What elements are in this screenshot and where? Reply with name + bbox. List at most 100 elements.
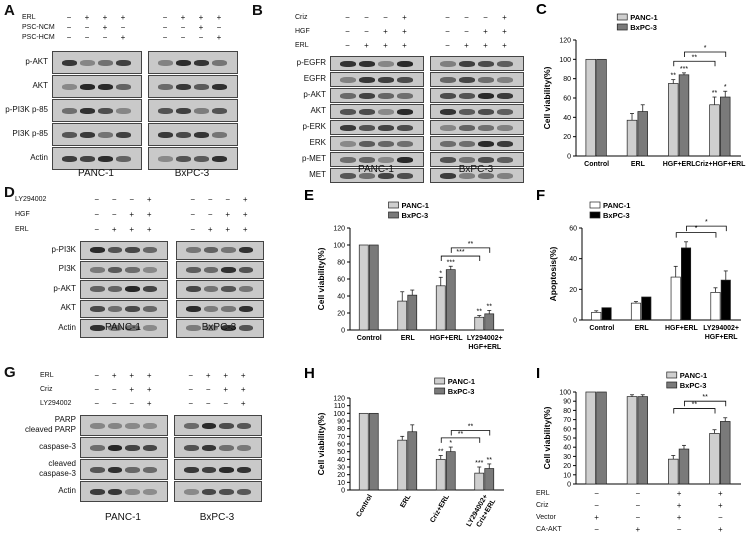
condition-sign: +: [240, 399, 246, 408]
condition-sign: −: [180, 23, 186, 32]
blot-band: [90, 266, 105, 273]
condition-sign: −: [102, 33, 108, 42]
blot-strip: [174, 437, 262, 458]
condition-sign: −: [483, 13, 488, 22]
blot-band: [359, 60, 375, 67]
condition-sign: −: [594, 489, 599, 498]
blot-row-label: p-MET: [302, 154, 326, 163]
blot-band: [459, 124, 475, 131]
condition-label: LY294002: [15, 196, 47, 203]
condition-sign: −: [190, 225, 196, 234]
panel-g-western-blot: G ERL − + + + − + + + Criz − − + + − − + + LY294002 − − − + − − − +…: [0, 362, 300, 542]
blot-strip: [80, 459, 168, 480]
panel-label: H: [304, 365, 315, 382]
blot-band: [219, 444, 234, 451]
blot-band: [203, 305, 218, 312]
x-tick-label: ERL: [401, 335, 416, 342]
panel-label: C: [536, 1, 547, 18]
condition-sign: +: [402, 27, 407, 36]
legend-swatch: [666, 381, 678, 389]
blot-band: [478, 156, 494, 163]
condition-sign: −: [345, 27, 350, 36]
blot-band: [221, 247, 236, 254]
blot-row-label: p-AKT: [25, 57, 48, 66]
blot-band: [478, 92, 494, 99]
x-tick-label: Control: [355, 493, 374, 518]
blot-strip: [80, 299, 168, 318]
blot-band: [90, 422, 105, 429]
bar: [585, 58, 596, 157]
condition-sign: −: [207, 195, 213, 204]
y-tick-label: 40: [337, 457, 345, 464]
blot-strip: [80, 280, 168, 299]
condition-sign: +: [146, 371, 152, 380]
blot-band: [359, 76, 375, 83]
panel-label: D: [4, 184, 15, 201]
blot-band: [176, 59, 191, 66]
condition-label: HGF: [15, 211, 30, 218]
blot-band: [142, 466, 157, 473]
condition-sign: −: [84, 33, 90, 42]
blot-strip: [176, 260, 264, 279]
bracket-label: **: [458, 431, 464, 438]
condition-label: Criz: [40, 386, 53, 393]
blot-band: [158, 107, 173, 114]
condition-sign: −: [445, 27, 450, 36]
condition-label: PSC-HCM: [22, 34, 55, 41]
y-tick-label: 80: [563, 76, 571, 83]
condition-sign: +: [198, 23, 204, 32]
legend-swatch: [666, 371, 678, 379]
blot-band: [459, 92, 475, 99]
x-tick-label: HGF+ERL: [430, 335, 464, 342]
blot-strip: [80, 481, 168, 502]
panel-label: I: [536, 365, 540, 382]
significance-bracket: [684, 400, 727, 407]
y-tick-label: 80: [563, 408, 571, 415]
blot-row-label: p-PI3K p-85: [5, 105, 48, 114]
blot-row-label: PARP cleaved PARP: [25, 415, 76, 434]
significance-bracket: [440, 437, 481, 443]
blot-band: [359, 172, 375, 179]
condition-sign: +: [402, 41, 407, 50]
y-tick-label: 110: [334, 403, 345, 410]
x-tick-label: LY294002+Criz+ERL: [466, 493, 498, 533]
blot-band: [125, 305, 140, 312]
condition-sign: −: [94, 225, 100, 234]
bracket-label: **: [468, 424, 474, 431]
condition-sign: −: [162, 13, 168, 22]
blot-strip: [148, 75, 238, 98]
blot-band: [397, 60, 413, 67]
condition-sign: +: [383, 27, 388, 36]
condition-sign: +: [240, 385, 246, 394]
condition-sign: −: [205, 385, 211, 394]
significance-bracket: [450, 430, 491, 436]
legend-label: PANC-1: [603, 201, 630, 210]
condition-sign: +: [223, 385, 229, 394]
blot-band: [62, 131, 77, 138]
blot-strip: [330, 120, 424, 135]
condition-sign: −: [718, 513, 723, 522]
y-tick-label: 10: [337, 480, 345, 487]
blot-band: [219, 466, 234, 473]
blot-strip: [430, 152, 524, 167]
condition-sign: −: [111, 210, 117, 219]
condition-label: PSC-NCM: [22, 24, 55, 31]
condition-sign: −: [364, 27, 369, 36]
condition-sign: −: [84, 23, 90, 32]
condition-sign: +: [205, 371, 211, 380]
blot-band: [397, 140, 413, 147]
y-axis-label: Cell viability(%): [316, 412, 326, 475]
condition-sign: −: [111, 385, 117, 394]
blot-band: [107, 305, 122, 312]
blot-band: [158, 155, 173, 162]
blot-band: [125, 488, 140, 495]
blot-strip: [430, 120, 524, 135]
blot-band: [107, 266, 122, 273]
significance-mark: **: [477, 309, 483, 316]
blot-band: [212, 155, 227, 162]
condition-sign: −: [676, 525, 682, 534]
y-tick-label: 60: [337, 442, 345, 449]
condition-sign: −: [190, 210, 196, 219]
blot-band: [90, 488, 105, 495]
blot-band: [203, 247, 218, 254]
